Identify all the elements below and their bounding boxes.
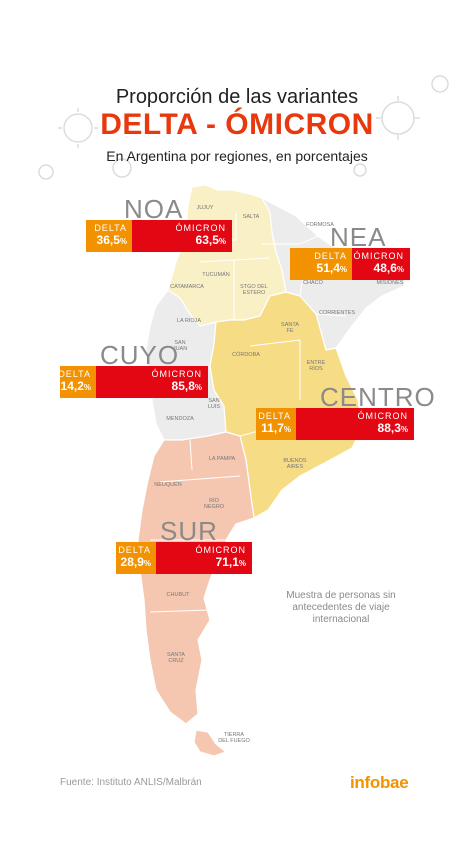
delta-value-cuyo: 14,2%	[60, 379, 91, 393]
province-entre-rios: ENTRE RÍOS	[306, 360, 326, 372]
region-name-sur: SUR	[160, 516, 218, 546]
delta-label-cuyo: DELTA	[58, 369, 91, 379]
omicron-label-nea: ÓMICRON	[353, 251, 404, 261]
province-stgo-estero: STGO DEL ESTERO	[240, 284, 268, 296]
province-chaco: CHACO	[303, 280, 323, 286]
delta-box-cuyo: DELTA 14,2%	[58, 366, 96, 398]
province-la-rioja: LA RIOJA	[176, 318, 202, 324]
title-line1: Proporción de las variantes	[115, 86, 359, 108]
title-line2: DELTA - ÓMICRON	[100, 108, 374, 141]
omicron-box-noa: ÓMICRON 63,5%	[132, 220, 232, 252]
delta-box-nea: DELTA 51,4%	[290, 248, 352, 280]
region-name-noa: NOA	[124, 194, 184, 224]
tierra-del-fuego-shape	[193, 729, 228, 757]
omicron-box-centro: ÓMICRON 88,3%	[296, 408, 414, 440]
province-formosa: FORMOSA	[306, 222, 334, 228]
delta-box-centro: DELTA 11,7%	[256, 408, 296, 440]
province-chubut: CHUBUT	[166, 592, 190, 598]
province-la-pampa: LA PAMPA	[208, 456, 236, 462]
brand-logo: infobae	[350, 773, 409, 792]
province-misiones: MISIONES	[376, 280, 404, 286]
region-name-nea: NEA	[330, 222, 387, 252]
province-san-luis: SAN LUIS	[207, 398, 221, 410]
source-text: Fuente: Instituto ANLIS/Malbrán	[60, 777, 202, 788]
omicron-label-centro: ÓMICRON	[357, 411, 408, 421]
province-mendoza: MENDOZA	[166, 416, 194, 422]
badge-centro: DELTA 11,7% ÓMICRON 88,3%	[256, 408, 414, 440]
omicron-value-centro: 88,3%	[377, 421, 408, 435]
delta-box-sur: DELTA 28,9%	[116, 542, 156, 574]
province-tierra-del-fuego: TIERRA DEL FUEGO	[218, 732, 250, 744]
omicron-box-sur: ÓMICRON 71,1%	[156, 542, 252, 574]
delta-label-nea: DELTA	[314, 251, 347, 261]
badge-nea: DELTA 51,4% ÓMICRON 48,6%	[290, 248, 410, 280]
province-salta: SALTA	[242, 214, 260, 220]
region-name-centro: CENTRO	[320, 382, 436, 412]
province-buenos-aires: BUENOS AIRES	[283, 458, 307, 470]
province-rio-negro: RÍO NEGRO	[203, 498, 225, 510]
province-tucuman: TUCUMÁN	[202, 272, 230, 278]
province-catamarca: CATAMARCA	[170, 284, 204, 290]
omicron-label-sur: ÓMICRON	[195, 545, 246, 555]
province-cordoba: CÓRDOBA	[232, 352, 260, 358]
province-jujuy: JUJUY	[196, 205, 214, 211]
delta-value-centro: 11,7%	[261, 421, 291, 435]
badge-noa: DELTA 36,5% ÓMICRON 63,5%	[86, 220, 232, 252]
region-centro	[209, 291, 363, 519]
delta-value-sur: 28,9%	[120, 555, 151, 569]
province-san-juan: SAN JUAN	[172, 340, 188, 352]
province-neuquen: NEUQUÉN	[154, 482, 182, 488]
omicron-value-cuyo: 85,8%	[171, 379, 202, 393]
province-santa-cruz: SANTA CRUZ	[167, 652, 185, 664]
subtitle: En Argentina por regiones, en porcentaje…	[106, 148, 368, 164]
omicron-label-cuyo: ÓMICRON	[151, 369, 202, 379]
omicron-value-sur: 71,1%	[215, 555, 246, 569]
delta-box-noa: DELTA 36,5%	[86, 220, 132, 252]
delta-value-nea: 51,4%	[316, 261, 347, 275]
badge-cuyo: DELTA 14,2% ÓMICRON 85,8%	[58, 366, 208, 398]
omicron-box-cuyo: ÓMICRON 85,8%	[96, 366, 208, 398]
omicron-box-nea: ÓMICRON 48,6%	[352, 248, 410, 280]
omicron-value-noa: 63,5%	[195, 233, 226, 247]
sample-note: Muestra de personas sin antecedentes de …	[286, 590, 396, 625]
delta-label-sur: DELTA	[118, 545, 151, 555]
province-santa-fe: SANTA FE	[281, 322, 299, 334]
omicron-value-nea: 48,6%	[373, 261, 404, 275]
omicron-label-noa: ÓMICRON	[175, 223, 226, 233]
delta-value-noa: 36,5%	[96, 233, 127, 247]
virus-decoration	[38, 75, 449, 180]
province-corrientes: CORRIENTES	[318, 310, 356, 316]
badge-sur: DELTA 28,9% ÓMICRON 71,1%	[116, 542, 252, 574]
delta-label-centro: DELTA	[258, 411, 291, 421]
delta-label-noa: DELTA	[94, 223, 127, 233]
region-name-cuyo: CUYO	[100, 340, 180, 370]
